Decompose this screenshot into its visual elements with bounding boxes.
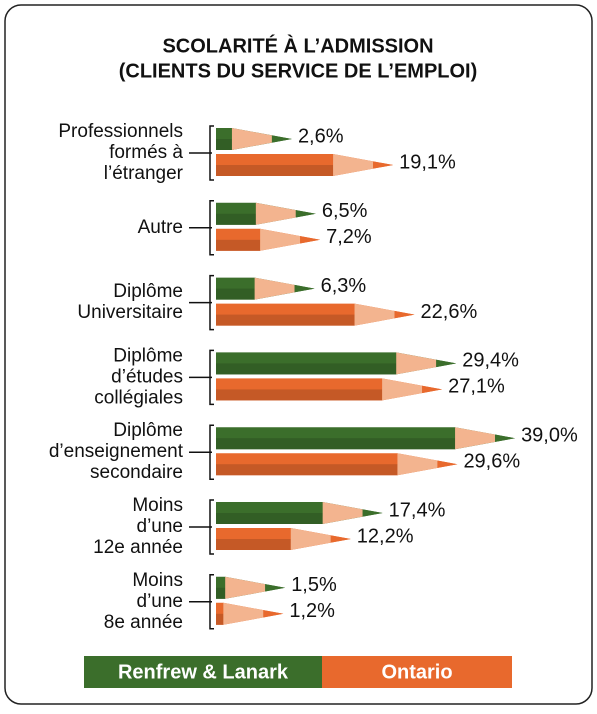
- category-label: Diplôme: [113, 281, 183, 302]
- page: {"chart_data": {"type": "bar", "title": …: [0, 0, 597, 714]
- category-label: Professionnels: [58, 121, 183, 142]
- category-label: collégiales: [94, 387, 183, 408]
- chart: SCOLARITÉ À L’ADMISSION (CLIENTS DU SERV…: [0, 0, 597, 709]
- value-label: 17,4%: [389, 499, 446, 521]
- bar-shade: [216, 614, 223, 625]
- category-label: secondaire: [90, 462, 183, 483]
- bar-shade: [216, 513, 323, 524]
- chart-title: (CLIENTS DU SERVICE DE L’EMPLOI): [119, 60, 478, 82]
- category-label: formés à: [109, 142, 183, 163]
- category-label: Diplôme: [113, 345, 183, 366]
- category-label: Autre: [138, 217, 183, 238]
- value-label: 39,0%: [521, 424, 578, 446]
- bar-shade: [216, 139, 232, 150]
- value-label: 12,2%: [357, 525, 414, 547]
- category-label: 8e année: [104, 612, 183, 633]
- value-label: 6,3%: [321, 275, 367, 297]
- category-label: l’étranger: [104, 163, 184, 184]
- bar-shade: [216, 240, 260, 251]
- category-label: Moins: [132, 495, 183, 516]
- legend-label: Ontario: [381, 661, 452, 683]
- bar-shade: [216, 165, 333, 176]
- value-label: 27,1%: [448, 376, 505, 398]
- category-label: 12e année: [93, 537, 183, 558]
- value-label: 1,5%: [291, 574, 337, 596]
- category-label: Universitaire: [77, 302, 183, 323]
- bar-shade: [216, 539, 291, 550]
- bar-shade: [216, 438, 455, 449]
- category-label: d’études: [111, 366, 183, 387]
- category-label: d’une: [137, 516, 184, 537]
- value-label: 2,6%: [298, 125, 344, 147]
- value-label: 29,6%: [463, 450, 520, 472]
- category-label: d’une: [137, 591, 184, 612]
- value-label: 7,2%: [326, 226, 372, 248]
- bar-shade: [216, 588, 225, 599]
- category-label: Diplôme: [113, 420, 183, 441]
- value-label: 1,2%: [289, 600, 335, 622]
- bar-shade: [216, 315, 355, 326]
- bar-shade: [216, 389, 382, 400]
- bar-shade: [216, 363, 396, 374]
- value-label: 6,5%: [322, 200, 368, 222]
- category-label: d’enseignement: [49, 441, 184, 462]
- legend-label: Renfrew & Lanark: [118, 661, 289, 683]
- value-label: 19,1%: [399, 151, 456, 173]
- bar-shade: [216, 214, 256, 225]
- chart-title: SCOLARITÉ À L’ADMISSION: [162, 34, 433, 57]
- category-label: Moins: [132, 570, 183, 591]
- bar-shade: [216, 289, 255, 300]
- value-label: 22,6%: [421, 301, 478, 323]
- bar-shade: [216, 464, 397, 475]
- value-label: 29,4%: [462, 350, 519, 372]
